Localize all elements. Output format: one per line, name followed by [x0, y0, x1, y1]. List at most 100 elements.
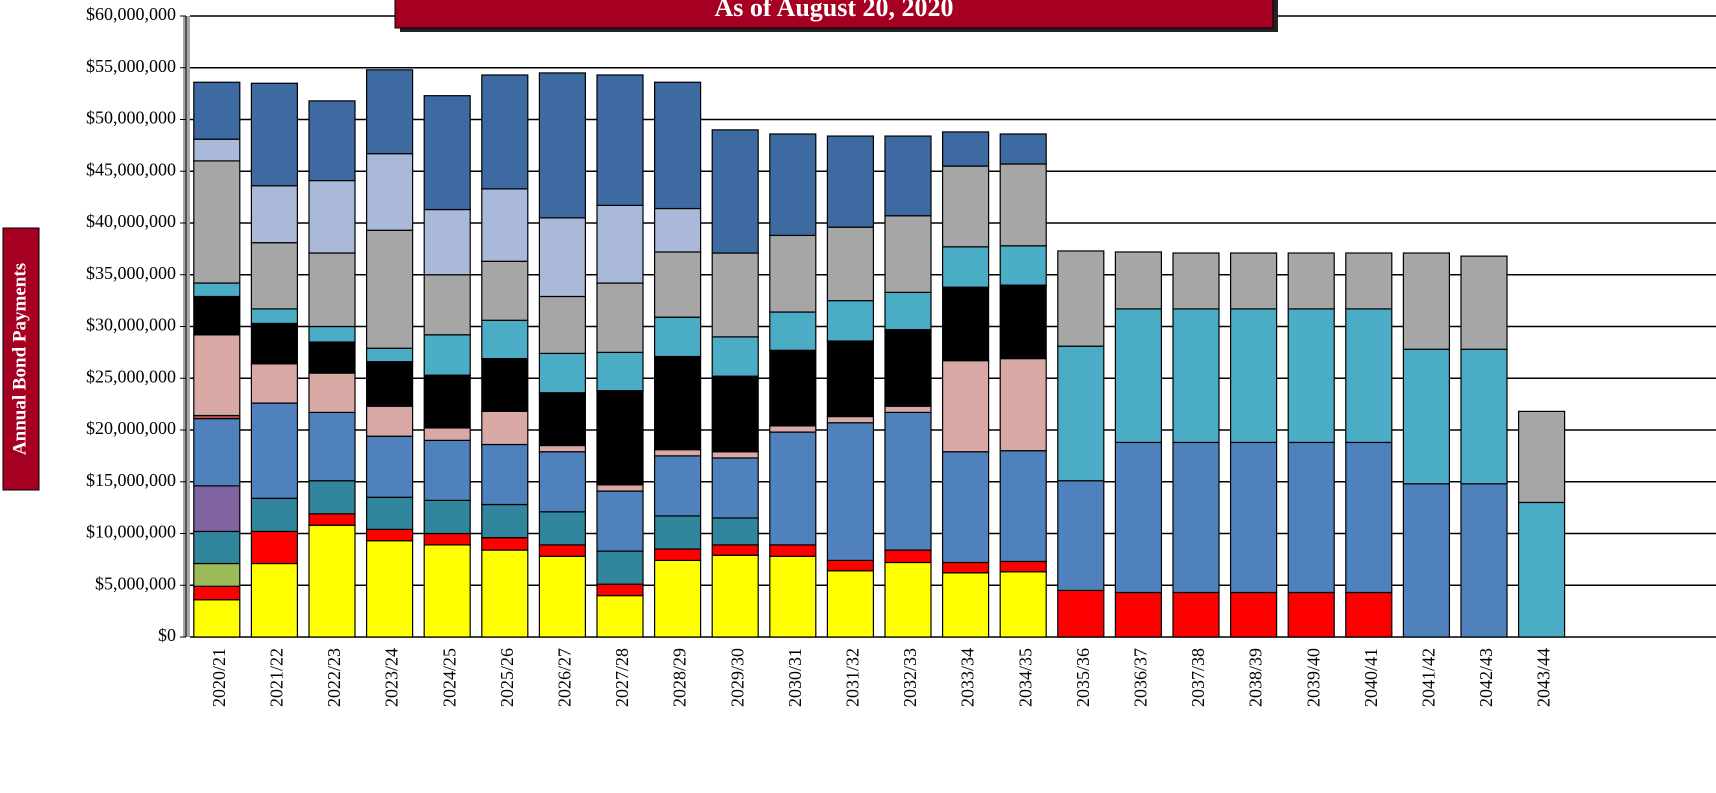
x-tick-label: 2022/23	[324, 648, 344, 707]
bar-segment	[1057, 250, 1105, 347]
bar-segment	[1229, 441, 1278, 594]
bar-segment	[884, 329, 932, 407]
x-tick-label: 2034/35	[1015, 648, 1035, 707]
bar-segment	[366, 347, 414, 363]
bar-segment	[711, 451, 759, 459]
bar-segment	[1114, 308, 1163, 444]
bar-segment	[653, 559, 702, 638]
bar-segment	[193, 295, 241, 336]
bar-segment	[1287, 441, 1335, 594]
y-tick-label: $35,000,000	[86, 263, 176, 283]
bar-segment	[1402, 483, 1451, 638]
bars	[193, 69, 1566, 638]
bar-segment	[308, 411, 356, 482]
bar-segment	[1345, 591, 1393, 638]
bar-segment	[941, 561, 990, 574]
y-tick-label: $0	[158, 625, 176, 645]
bar-segment	[538, 444, 587, 453]
x-tick-label: 2027/28	[612, 648, 632, 707]
bar-segment	[481, 410, 529, 446]
y-tick-label: $30,000,000	[86, 315, 176, 335]
y-tick-label: $40,000,000	[86, 211, 176, 231]
bar-segment	[884, 411, 932, 551]
bar-segment	[250, 322, 298, 365]
bar-segment	[884, 291, 932, 331]
bar-segment	[193, 81, 241, 140]
bar-segment	[366, 435, 414, 498]
y-tick-label: $20,000,000	[86, 418, 176, 438]
y-axis-label: Annual Bond Payments	[9, 263, 30, 455]
bar-segment	[653, 515, 702, 550]
bar-segment	[308, 100, 356, 182]
bar-segment	[423, 334, 471, 376]
bar-segment	[423, 544, 471, 638]
bar-segment	[423, 208, 471, 276]
y-tick-label: $15,000,000	[86, 470, 176, 490]
bar-segment	[596, 490, 644, 552]
title-banner	[394, 0, 1274, 29]
bar-segment	[1114, 591, 1163, 638]
bar-segment	[366, 528, 414, 542]
x-tick-label: 2038/39	[1246, 648, 1266, 707]
bar-segment	[308, 372, 356, 414]
bar-segment	[538, 392, 587, 447]
y-tick-label: $55,000,000	[86, 56, 176, 76]
bar-segment	[999, 571, 1047, 638]
x-tick-label: 2036/37	[1131, 648, 1151, 707]
bar-segment	[769, 431, 817, 546]
bar-segment	[999, 357, 1047, 452]
bar-segment	[366, 361, 414, 407]
bar-segment	[1114, 441, 1163, 594]
bar-segment	[193, 160, 241, 284]
bar-segment	[1460, 348, 1508, 485]
x-tick-label: 2029/30	[727, 648, 747, 707]
bar-segment	[711, 517, 759, 546]
bar-segment	[193, 485, 241, 533]
bar-segment	[250, 308, 298, 324]
bar-segment	[826, 340, 875, 418]
bar-segment	[999, 163, 1047, 247]
bar-segment	[481, 319, 529, 360]
chart-title: As of August 20, 2020	[714, 0, 953, 22]
bar-segment	[193, 282, 241, 298]
bar-segment	[769, 133, 817, 237]
bar-segment	[596, 282, 644, 353]
bar-segment	[423, 499, 471, 535]
bar-segment	[596, 204, 644, 284]
bar-segment	[711, 375, 759, 453]
x-tick-label: 2035/36	[1073, 648, 1093, 707]
bar-segment	[653, 455, 702, 517]
bar-segment	[1345, 441, 1393, 594]
bar-segment	[596, 583, 644, 597]
x-tick-label: 2037/38	[1188, 648, 1208, 707]
bar-segment	[193, 418, 241, 487]
bar-segment	[653, 81, 702, 210]
bar-segment	[884, 135, 932, 217]
bar-segment	[999, 560, 1047, 573]
bar-segment	[1287, 591, 1335, 638]
bar-segment	[1057, 345, 1105, 482]
bar-segment	[423, 95, 471, 211]
bar-segment	[884, 549, 932, 564]
bar-segment	[481, 537, 529, 551]
bar-segment	[769, 425, 817, 433]
bar-segment	[826, 415, 875, 424]
bar-segment	[1057, 589, 1105, 638]
bar-segment	[481, 443, 529, 506]
bar-segment	[711, 129, 759, 254]
bar-segment	[1172, 308, 1220, 444]
bar-segment	[596, 390, 644, 486]
bar-segment	[481, 503, 529, 539]
x-tick-label: 2033/34	[958, 648, 978, 707]
x-tick-label: 2040/41	[1361, 648, 1381, 707]
bar-segment	[769, 555, 817, 638]
bar-segment	[596, 351, 644, 392]
bar-segment	[1229, 252, 1278, 310]
bar-segment	[1114, 251, 1163, 310]
bar-segment	[653, 548, 702, 562]
bar-segment	[308, 480, 356, 515]
y-label-box	[2, 227, 40, 491]
bar-segment	[826, 559, 875, 572]
bar-segment	[538, 352, 587, 394]
